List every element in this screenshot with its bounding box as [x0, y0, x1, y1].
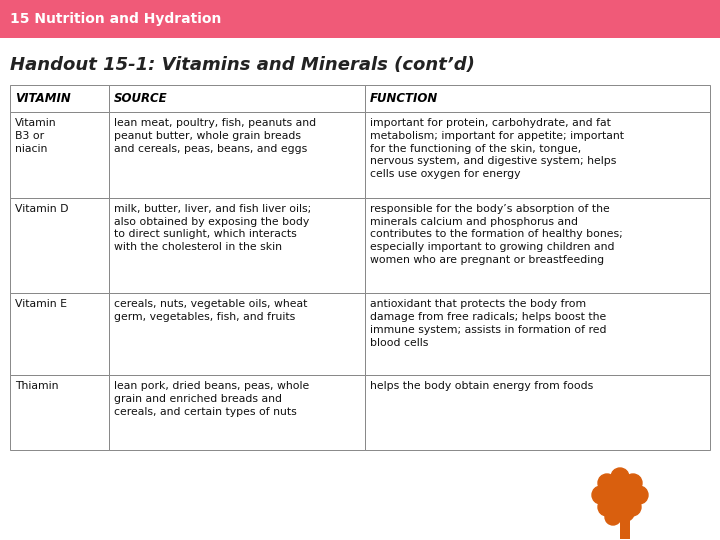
Circle shape	[624, 474, 642, 492]
Circle shape	[592, 486, 610, 504]
Circle shape	[611, 468, 629, 486]
Text: responsible for the body’s absorption of the
minerals calcium and phosphorus and: responsible for the body’s absorption of…	[370, 204, 623, 265]
Text: 15 Nutrition and Hydration: 15 Nutrition and Hydration	[10, 12, 221, 26]
Bar	[365, 198, 710, 293]
Text: Vitamin E: Vitamin E	[15, 299, 67, 309]
Text: important for protein, carbohydrate, and fat
metabolism; important for appetite;: important for protein, carbohydrate, and…	[370, 118, 624, 179]
Bar	[365, 85, 710, 112]
Circle shape	[598, 498, 616, 516]
Text: SOURCE: SOURCE	[114, 92, 167, 105]
Text: Vitamin
B3 or
niacin: Vitamin B3 or niacin	[15, 118, 57, 154]
Bar	[109, 375, 365, 450]
Text: Thiamin: Thiamin	[15, 381, 58, 391]
Text: Handout 15-1: Vitamins and Minerals (cont’d): Handout 15-1: Vitamins and Minerals (con…	[10, 56, 475, 74]
Text: VITAMIN: VITAMIN	[15, 92, 71, 105]
Bar	[109, 85, 365, 112]
Bar	[365, 375, 710, 450]
Circle shape	[604, 481, 622, 499]
Circle shape	[618, 505, 634, 521]
Bar	[109, 112, 365, 198]
Bar	[109, 293, 365, 375]
Circle shape	[623, 498, 641, 516]
Bar	[10, 85, 109, 112]
Circle shape	[605, 509, 621, 525]
Text: cereals, nuts, vegetable oils, wheat
germ, vegetables, fish, and fruits: cereals, nuts, vegetable oils, wheat ger…	[114, 299, 307, 322]
Bar	[620, 517, 630, 539]
Bar	[0, 0, 720, 38]
Text: milk, butter, liver, and fish liver oils;
also obtained by exposing the body
to : milk, butter, liver, and fish liver oils…	[114, 204, 311, 252]
Text: FUNCTION: FUNCTION	[370, 92, 438, 105]
Circle shape	[610, 493, 628, 511]
Circle shape	[630, 486, 648, 504]
Bar	[10, 293, 109, 375]
Circle shape	[598, 474, 616, 492]
Text: Vitamin D: Vitamin D	[15, 204, 68, 214]
Bar	[10, 198, 109, 293]
Circle shape	[617, 481, 635, 499]
Bar	[365, 293, 710, 375]
Bar	[109, 198, 365, 293]
Bar	[10, 375, 109, 450]
Text: helps the body obtain energy from foods: helps the body obtain energy from foods	[370, 381, 593, 391]
Bar	[10, 112, 109, 198]
Bar	[365, 112, 710, 198]
Text: lean pork, dried beans, peas, whole
grain and enriched breads and
cereals, and c: lean pork, dried beans, peas, whole grai…	[114, 381, 309, 417]
Text: antioxidant that protects the body from
damage from free radicals; helps boost t: antioxidant that protects the body from …	[370, 299, 606, 348]
Text: lean meat, poultry, fish, peanuts and
peanut butter, whole grain breads
and cere: lean meat, poultry, fish, peanuts and pe…	[114, 118, 315, 154]
